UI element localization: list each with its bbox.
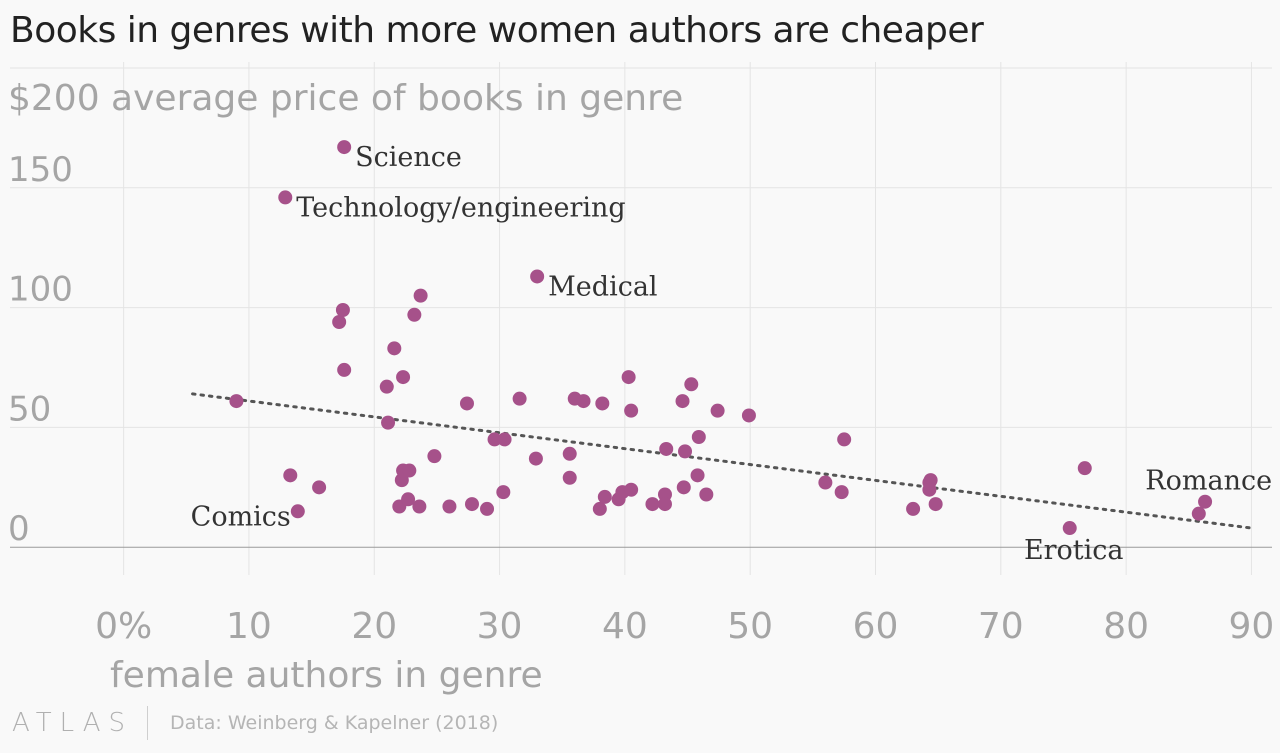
data-point (1191, 506, 1206, 521)
data-point (624, 403, 639, 418)
x-tick-label: 90 (1229, 606, 1275, 647)
data-point (412, 499, 427, 514)
data-point (464, 497, 479, 512)
data-point (401, 492, 416, 507)
data-point (922, 482, 937, 497)
data-point (379, 379, 394, 394)
x-tick-label: 0% (95, 606, 152, 647)
data-point (699, 487, 714, 502)
data-point (678, 444, 693, 459)
data-point (562, 470, 577, 485)
y-tick-label: 100 (8, 270, 73, 310)
data-point (1198, 494, 1213, 509)
trendline (191, 392, 1253, 530)
data-point (1062, 521, 1077, 536)
data-point (592, 501, 607, 516)
data-point (690, 468, 705, 483)
data-point (312, 480, 327, 495)
data-point (645, 497, 660, 512)
data-point (676, 480, 691, 495)
data-point (834, 485, 849, 500)
x-tick-label: 40 (602, 606, 648, 647)
y-tick-label: 0 (8, 509, 30, 549)
footer: ATLAS Data: Weinberg & Kapelner (2018) (12, 703, 498, 743)
footer-divider (147, 706, 149, 740)
point-layer (229, 140, 1213, 536)
data-point (595, 396, 610, 411)
data-point (332, 314, 347, 329)
data-point (597, 489, 612, 504)
x-tick-label: 10 (226, 606, 272, 647)
annotation-romance: Romance (1145, 466, 1272, 497)
x-axis-title: female authors in genre (110, 655, 543, 696)
data-point (459, 396, 474, 411)
data-point (530, 269, 545, 284)
trend-layer (191, 392, 1253, 530)
data-point (659, 441, 674, 456)
x-tick-label: 70 (978, 606, 1024, 647)
data-point (741, 408, 756, 423)
atlas-logo: ATLAS (12, 708, 134, 738)
data-point (818, 475, 833, 490)
data-point (290, 504, 305, 519)
data-point (1077, 461, 1092, 476)
data-point (480, 501, 495, 516)
data-point (562, 446, 577, 461)
data-source: Data: Weinberg & Kapelner (2018) (170, 712, 499, 734)
data-point (528, 451, 543, 466)
y-tick-label: 150 (8, 150, 73, 190)
data-point (283, 468, 298, 483)
annotation-comics: Comics (191, 501, 291, 532)
data-point (387, 341, 402, 356)
data-point (335, 303, 350, 318)
annotation-medical: Medical (548, 271, 657, 302)
label-layer: Science Technology/engineering Medical Comi… (191, 142, 1272, 566)
data-point (684, 377, 699, 392)
grid-layer: 0% 10 20 30 40 50 60 70 80 90 0 50 100 150 $200 averag… (8, 62, 1274, 696)
data-point (407, 307, 422, 322)
data-point (442, 499, 457, 514)
data-point (710, 403, 725, 418)
data-point (576, 394, 591, 409)
data-point (427, 449, 442, 464)
data-point (497, 432, 512, 447)
chart-title: Books in genres with more women authors … (10, 10, 984, 51)
data-point (496, 485, 511, 500)
data-point (487, 432, 502, 447)
x-tick-label: 20 (351, 606, 397, 647)
data-point (337, 140, 352, 155)
data-point (906, 501, 921, 516)
data-point (512, 391, 527, 406)
data-point (837, 432, 852, 447)
data-point (691, 430, 706, 445)
data-point (229, 394, 244, 409)
data-point (621, 370, 636, 385)
x-tick-label: 80 (1103, 606, 1149, 647)
data-point (278, 190, 293, 205)
data-point (675, 394, 690, 409)
data-point (624, 482, 639, 497)
annotation-erotica: Erotica (1024, 535, 1124, 566)
x-tick-label: 50 (727, 606, 773, 647)
data-point (657, 497, 672, 512)
data-point (657, 487, 672, 502)
data-point (928, 497, 943, 512)
data-point (402, 463, 417, 478)
x-tick-label: 60 (853, 606, 899, 647)
data-point (381, 415, 396, 430)
scatter-chart: 0% 10 20 30 40 50 60 70 80 90 0 50 100 150 $200 averag… (8, 62, 1274, 696)
y-tick-label: 50 (8, 389, 51, 429)
data-point (413, 288, 428, 303)
annotation-science: Science (355, 142, 462, 173)
data-point (337, 362, 352, 377)
y-axis-title: $200 average price of books in genre (8, 78, 683, 119)
annotation-technology-engineering: Technology/engineering (296, 192, 625, 223)
data-point (396, 370, 411, 385)
x-tick-label: 30 (477, 606, 523, 647)
